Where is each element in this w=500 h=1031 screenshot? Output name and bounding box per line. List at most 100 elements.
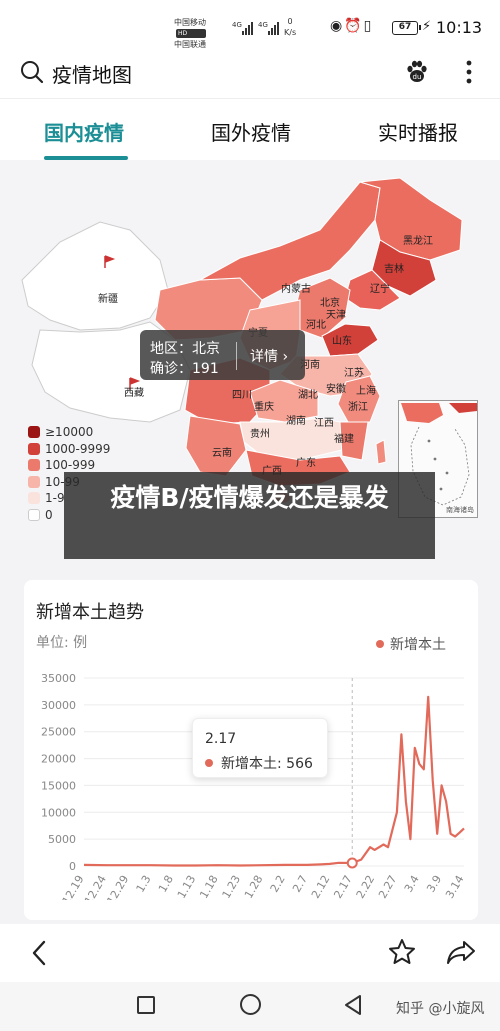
clock: 10:13 (436, 18, 483, 37)
svg-text:4G: 4G (258, 21, 268, 29)
legend-label: 100-999 (45, 458, 96, 473)
region-fujian[interactable] (339, 421, 369, 461)
article-title-overlay: 疫情B/疫情爆发还是暴发 (64, 472, 435, 559)
province-label: 安徽 (326, 382, 346, 395)
chart-tooltip-value: 新增本土: 566 (205, 753, 313, 773)
x-tick-label: 1.3 (134, 873, 154, 895)
tooltip-detail-link[interactable]: 详情 › (250, 349, 289, 365)
highlight-point (346, 857, 358, 869)
region-taiwan[interactable] (375, 439, 387, 465)
signal-icon: 4G (258, 21, 279, 35)
carrier-2: 中国联通 (174, 40, 206, 49)
alarm-icon: ⏰ (344, 18, 364, 34)
region-tooltip[interactable]: 地区：北京 确诊：191 详情 › (140, 330, 305, 380)
chart-title: 新增本土趋势 (36, 602, 144, 623)
x-tick-label: 12.29 (104, 873, 131, 900)
tooltip-dot (205, 759, 213, 767)
y-tick-label: 10000 (41, 806, 76, 819)
x-tick-label: 2.7 (290, 873, 310, 895)
chart-tooltip-date: 2.17 (205, 731, 237, 747)
y-tick-label: 30000 (41, 699, 76, 712)
legend-item: ≥10000 (28, 424, 110, 441)
y-tick-label: 25000 (41, 726, 76, 739)
share-icon[interactable] (446, 938, 476, 966)
signal-icon: 4G (232, 21, 253, 35)
x-tick-label: 3.9 (424, 873, 444, 895)
x-tick-label: 12.19 (60, 873, 87, 900)
charging-icon: ⚡ (422, 19, 432, 34)
x-tick-label: 1.13 (175, 873, 199, 900)
tooltip-region: 地区：北京 (150, 341, 220, 357)
tab-live-report[interactable]: 实时播报 (378, 121, 458, 145)
capital-flags (104, 255, 141, 390)
x-tick-label: 3.14 (443, 873, 467, 900)
province-label: 浙江 (348, 401, 368, 413)
province-label: 广东 (296, 456, 316, 469)
province-label: 吉林 (384, 262, 404, 275)
province-label: 山东 (332, 334, 352, 347)
province-label: 福建 (334, 432, 354, 445)
svg-text:du: du (413, 73, 422, 81)
y-tick-label: 20000 (41, 753, 76, 766)
x-tick-label: 1.28 (242, 873, 266, 900)
province-label: 贵州 (250, 427, 270, 440)
y-tick-label: 15000 (41, 779, 76, 792)
series-line (83, 695, 465, 867)
map-canvas[interactable] (0, 160, 500, 540)
tab-international[interactable]: 国外疫情 (211, 121, 291, 145)
y-tick-label: 35000 (41, 672, 76, 685)
province-label: 河北 (306, 319, 326, 331)
inset-caption: 南海诸岛 (446, 506, 474, 514)
region-zhejiang[interactable] (337, 375, 381, 423)
trend-chart-card: 新增本土趋势 单位: 例 新增本土 0 5000 10000 15000 20000 25… (24, 580, 478, 920)
legend-item: 1000-9999 (28, 441, 110, 458)
legend-label: 1-9 (45, 491, 65, 506)
province-label: 云南 (212, 446, 232, 459)
legend-item: 0 (28, 507, 110, 524)
svg-text:4G: 4G (232, 21, 242, 29)
search-icon[interactable] (20, 60, 44, 84)
chart-legend[interactable]: 新增本土 (376, 634, 446, 654)
more-options-icon[interactable] (462, 58, 476, 86)
tab-domestic[interactable]: 国内疫情 (44, 121, 124, 145)
province-label: 四川 (232, 390, 252, 401)
legend-label: ≥10000 (45, 425, 94, 440)
province-label: 湖北 (298, 389, 318, 401)
province-label: 天津 (326, 309, 346, 321)
vibrate-icon: ▯ (363, 18, 374, 34)
province-label: 河南 (300, 358, 320, 371)
province-label: 上海 (356, 384, 376, 397)
bottom-action-bar (0, 924, 500, 982)
tab-bar: 国内疫情 国外疫情 实时播报 (0, 98, 500, 160)
line-chart[interactable]: 0 5000 10000 15000 20000 25000 30000 35000 12.19… (24, 660, 478, 900)
x-tick-label: 2.17 (331, 873, 355, 900)
system-nav-bar: 知乎 @小旋风 (0, 982, 500, 1031)
chart-tooltip: 2.17 新增本土: 566 (192, 718, 328, 778)
province-label: 辽宁 (370, 282, 390, 295)
x-tick-label: 1.18 (197, 873, 221, 900)
network-speed: 0 K/s (284, 17, 297, 37)
province-label: 江苏 (344, 366, 364, 379)
battery-icon: 67 (392, 21, 421, 35)
back-arrow-icon[interactable] (28, 938, 50, 968)
region-hubei[interactable] (249, 379, 319, 423)
legend-swatch (28, 508, 40, 521)
legend-swatch (28, 442, 40, 455)
x-tick-label: 3.4 (402, 873, 422, 895)
recent-apps-icon[interactable] (137, 996, 155, 1014)
province-label: 内蒙古 (281, 282, 311, 295)
province-labels: 黑龙江吉林辽宁内蒙古北京天津河北新疆宁夏山东西藏四川河南安徽江苏上海重庆湖北浙江… (98, 234, 433, 477)
inset-map (401, 403, 477, 506)
x-tick-label: 2.22 (354, 873, 378, 900)
x-tick-label: 2.2 (268, 873, 288, 895)
baidu-paw-icon[interactable]: du (404, 58, 430, 84)
nav-back-icon[interactable] (343, 994, 363, 1016)
home-icon[interactable] (240, 994, 261, 1015)
legend-item: 1-9 (28, 490, 110, 507)
title-bar: 疫情地图 du (0, 48, 500, 98)
carrier-1: 中国移动 (174, 18, 206, 27)
y-tick-label: 0 (69, 860, 76, 873)
page-title: 疫情地图 (52, 63, 132, 87)
favorite-star-icon[interactable] (388, 938, 416, 966)
x-tick-label: 1.23 (220, 873, 244, 900)
